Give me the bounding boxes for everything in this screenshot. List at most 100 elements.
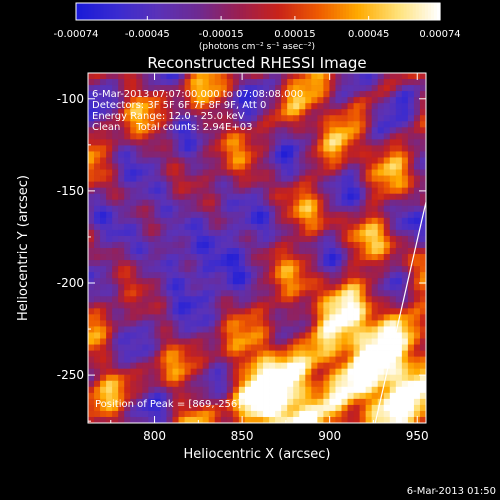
heatmap-cell: [335, 133, 342, 140]
heatmap-cell: [184, 211, 192, 219]
heatmap-cell: [287, 260, 294, 267]
heatmap-cell: [208, 151, 216, 158]
colorbar-segment: [251, 3, 256, 20]
heatmap-cell: [130, 121, 137, 128]
heatmap-cell: [226, 278, 234, 285]
heatmap-cell: [311, 296, 318, 303]
heatmap-cell: [341, 241, 348, 249]
heatmap-cell: [166, 410, 173, 418]
heatmap-cell: [136, 308, 143, 315]
heatmap-cell: [413, 338, 421, 345]
heatmap-cell: [202, 326, 210, 333]
heatmap-cell: [184, 181, 192, 189]
heatmap-cell: [317, 302, 324, 309]
heatmap-cell: [305, 338, 312, 345]
heatmap-cell: [118, 103, 125, 110]
heatmap-cell: [335, 416, 342, 424]
heatmap-cell: [305, 362, 312, 370]
heatmap-cell: [196, 235, 204, 243]
heatmap-cell: [100, 175, 107, 183]
heatmap-cell: [196, 157, 204, 164]
heatmap-cell: [94, 103, 101, 110]
heatmap-cell: [317, 272, 324, 279]
heatmap-cell: [94, 109, 101, 116]
heatmap-cell: [419, 254, 427, 261]
heatmap-cell: [196, 139, 204, 146]
heatmap-cell: [305, 205, 312, 213]
heatmap-cell: [136, 223, 143, 231]
heatmap-cell: [118, 362, 125, 370]
heatmap-cell: [226, 350, 234, 358]
heatmap-cell: [112, 350, 119, 358]
heatmap-cell: [269, 278, 276, 285]
heatmap-cell: [166, 314, 173, 321]
heatmap-cell: [323, 73, 330, 80]
colorbar-segment: [176, 3, 180, 20]
heatmap-cell: [365, 362, 373, 370]
heatmap-cell: [220, 193, 228, 201]
heatmap-cell: [100, 91, 107, 98]
heatmap-cell: [347, 163, 354, 170]
heatmap-cell: [275, 127, 282, 134]
heatmap-cell: [214, 205, 222, 213]
heatmap-cell: [238, 211, 246, 219]
heatmap-cell: [208, 284, 216, 291]
heatmap-cell: [359, 223, 367, 231]
heatmap-cell: [124, 85, 131, 92]
heatmap-cell: [263, 139, 270, 146]
heatmap-cell: [377, 85, 385, 92]
heatmap-cell: [196, 380, 204, 388]
heatmap-cell: [371, 338, 379, 345]
heatmap-cell: [317, 229, 324, 237]
heatmap-cell: [226, 235, 234, 243]
heatmap-cell: [124, 362, 131, 370]
heatmap-cell: [172, 235, 179, 243]
heatmap-cell: [118, 326, 125, 333]
heatmap-cell: [335, 260, 342, 267]
heatmap-cell: [190, 320, 198, 327]
heatmap-cell: [244, 248, 252, 255]
heatmap-cell: [341, 181, 348, 189]
heatmap-cell: [281, 290, 288, 297]
heatmap-cell: [184, 199, 192, 207]
heatmap-cell: [347, 145, 354, 152]
heatmap-cell: [124, 404, 131, 412]
heatmap-cell: [335, 284, 342, 291]
heatmap-cell: [335, 151, 342, 158]
heatmap-cell: [365, 217, 373, 225]
heatmap-cell: [154, 326, 161, 333]
heatmap-cell: [208, 320, 216, 327]
colorbar-segment: [388, 3, 393, 20]
heatmap-cell: [269, 223, 276, 231]
heatmap-cell: [371, 211, 379, 219]
heatmap-cell: [401, 121, 409, 128]
heatmap-cell: [347, 187, 354, 195]
heatmap-cell: [88, 260, 95, 267]
heatmap-cell: [293, 350, 300, 358]
heatmap-cell: [238, 404, 246, 412]
heatmap-cell: [250, 386, 258, 394]
heatmap-cell: [214, 332, 222, 339]
heatmap-cell: [335, 205, 342, 213]
heatmap-cell: [419, 109, 427, 116]
heatmap-cell: [178, 97, 185, 104]
heatmap-cell: [190, 368, 198, 376]
heatmap-cell: [124, 229, 131, 237]
heatmap-cell: [118, 91, 125, 98]
heatmap-cell: [88, 229, 95, 237]
heatmap-cell: [299, 229, 306, 237]
heatmap-cell: [281, 410, 288, 418]
heatmap-cell: [118, 374, 125, 382]
heatmap-cell: [178, 151, 185, 158]
heatmap-cell: [419, 169, 427, 176]
heatmap-cell: [365, 199, 373, 207]
heatmap-cell: [263, 338, 270, 345]
heatmap-cell: [154, 205, 161, 213]
heatmap-cell: [88, 175, 95, 183]
heatmap-cell: [220, 115, 228, 122]
heatmap-cell: [190, 398, 198, 406]
heatmap-cell: [226, 115, 234, 122]
heatmap-cell: [323, 211, 330, 219]
heatmap-cell: [281, 241, 288, 249]
heatmap-cell: [341, 284, 348, 291]
